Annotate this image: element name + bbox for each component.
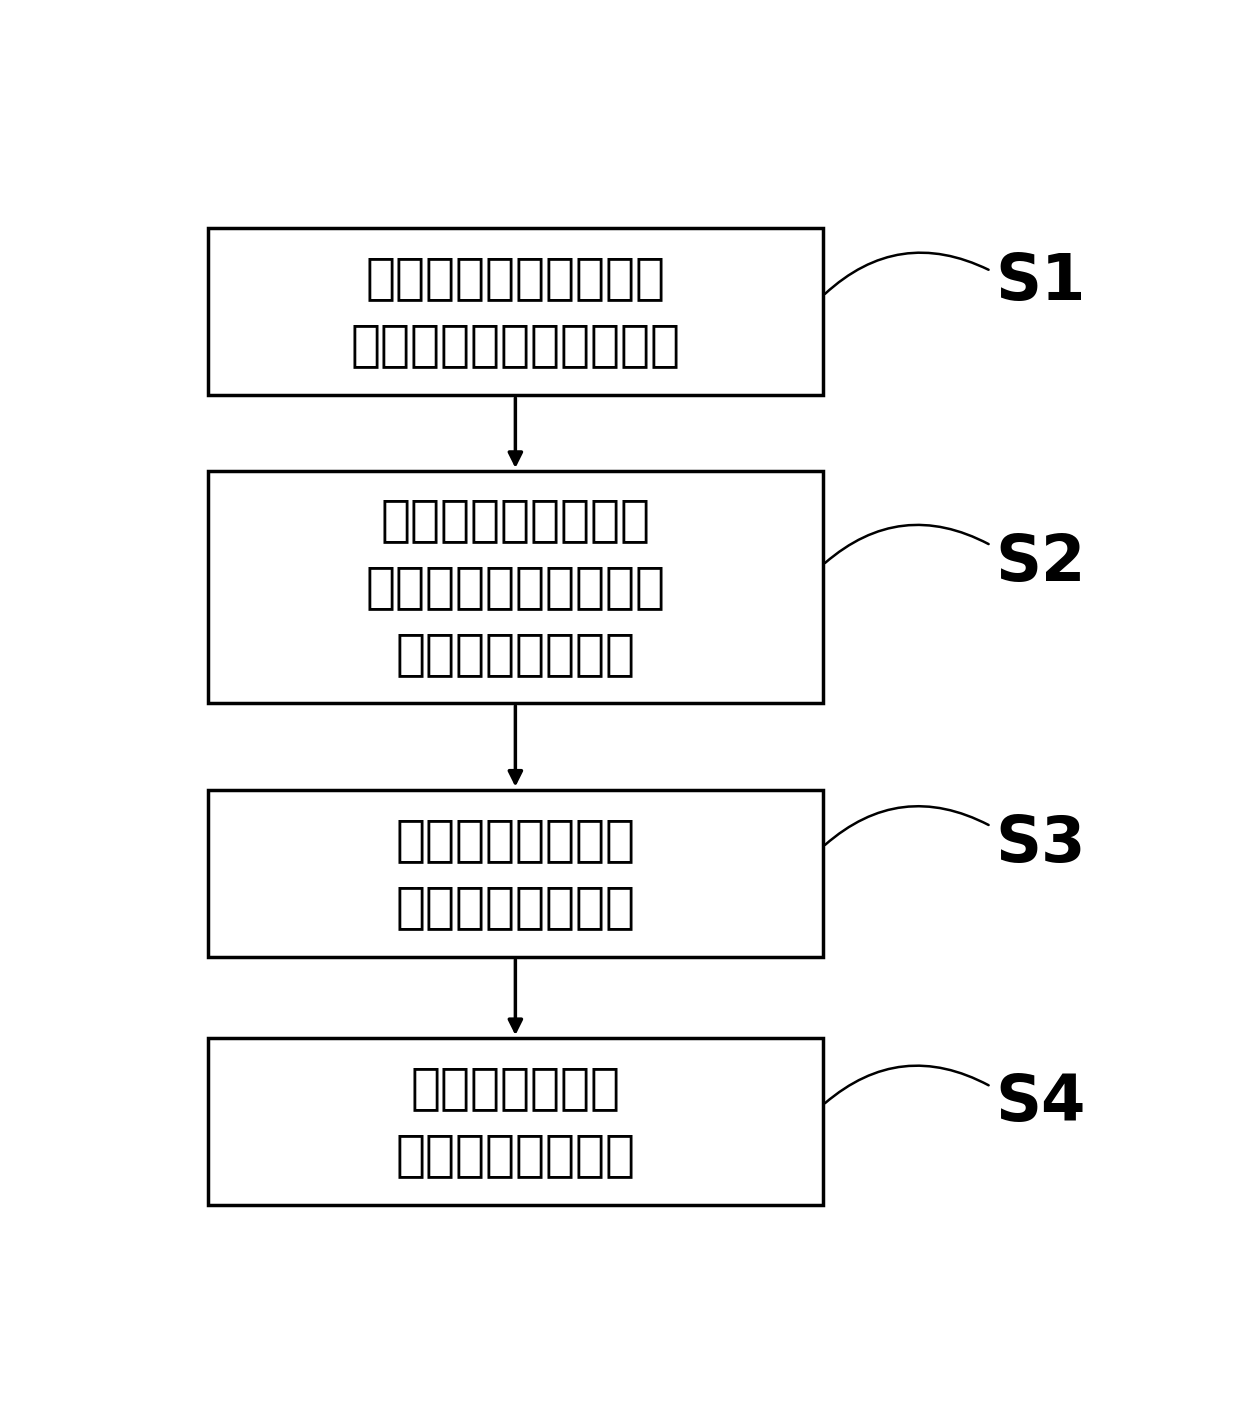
Bar [208, 790, 823, 957]
Text: S4: S4 [996, 1072, 1086, 1134]
Bar [208, 227, 823, 396]
Text: S2: S2 [996, 532, 1086, 593]
Text: 推导粒料应力增量本构
方程，选取应力加载序列: 推导粒料应力增量本构 方程，选取应力加载序列 [351, 254, 681, 369]
Text: 引入动态回弹力学
特征参数预测模型: 引入动态回弹力学 特征参数预测模型 [396, 815, 635, 930]
Bar [208, 471, 823, 703]
Bar [208, 1038, 823, 1205]
Text: S1: S1 [996, 251, 1086, 313]
Text: S3: S3 [996, 812, 1086, 874]
Text: 进行参数回归分
析，确定模型参数: 进行参数回归分 析，确定模型参数 [396, 1065, 635, 1180]
Text: 进行动态三轴试验，
记录并计算加载序列中
的应力、应变增量: 进行动态三轴试验， 记录并计算加载序列中 的应力、应变增量 [366, 497, 666, 678]
